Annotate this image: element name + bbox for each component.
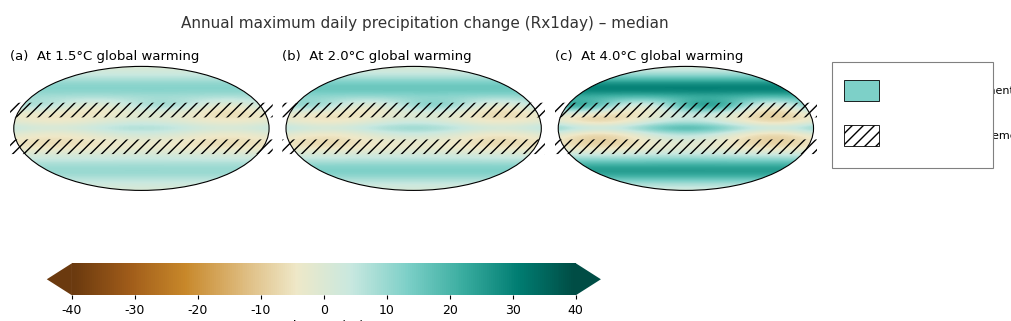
Text: High model agreement: High model agreement	[884, 86, 1011, 96]
Text: Color: Color	[847, 86, 872, 96]
Text: Lack of model agreement: Lack of model agreement	[884, 131, 1011, 141]
Bar	[843, 125, 879, 146]
Bar	[843, 80, 879, 101]
FancyBboxPatch shape	[831, 62, 992, 168]
Polygon shape	[575, 263, 601, 295]
X-axis label: Change (%): Change (%)	[283, 320, 364, 321]
Text: (c)  At 4.0°C global warming: (c) At 4.0°C global warming	[554, 50, 742, 63]
Text: Annual maximum daily precipitation change (Rx1day) – median: Annual maximum daily precipitation chang…	[181, 16, 668, 31]
Text: (a)  At 1.5°C global warming: (a) At 1.5°C global warming	[10, 50, 199, 63]
Text: (b)  At 2.0°C global warming: (b) At 2.0°C global warming	[282, 50, 471, 63]
Polygon shape	[47, 263, 72, 295]
